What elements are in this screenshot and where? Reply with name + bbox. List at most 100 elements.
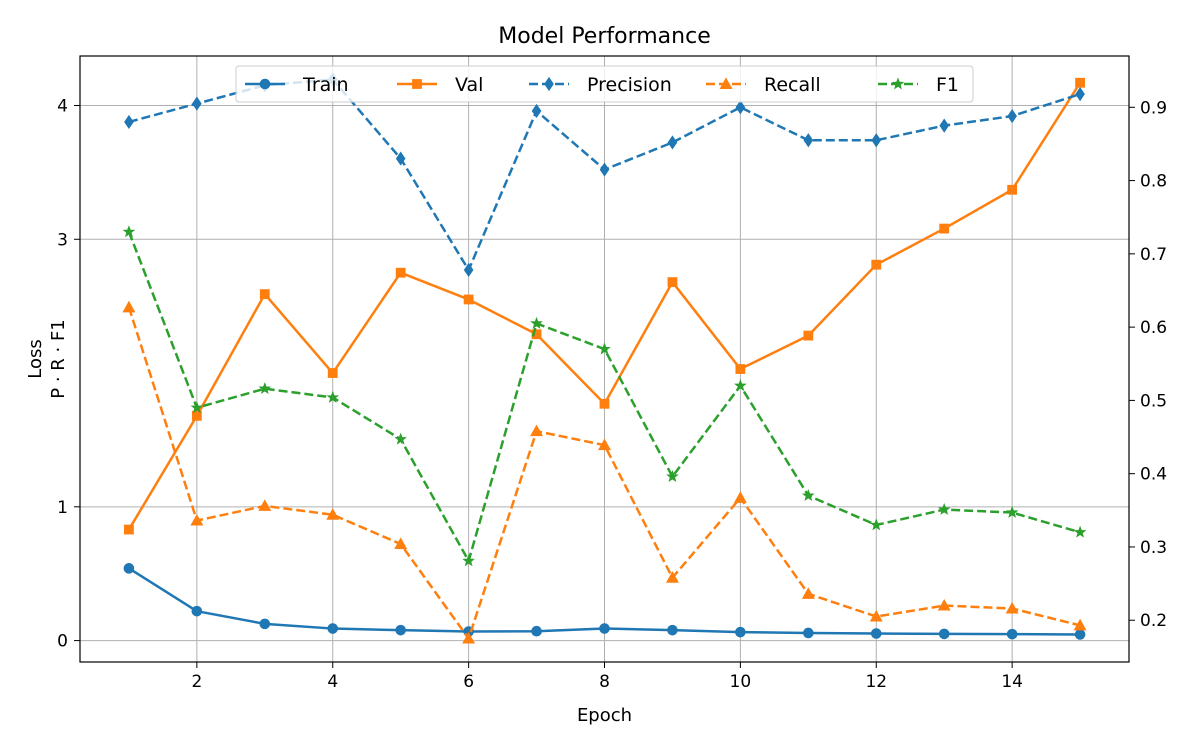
data-point-precision (1075, 87, 1085, 102)
y-right-tick-label: 0.2 (1140, 611, 1167, 631)
data-point-f1 (258, 382, 272, 395)
data-point-recall (326, 508, 340, 520)
x-tick-label: 14 (1001, 672, 1023, 692)
data-point-precision (735, 100, 746, 115)
series-recall (122, 300, 1087, 644)
data-point-val (395, 267, 406, 278)
y-right-tick-label: 0.7 (1140, 245, 1167, 265)
legend-box (235, 65, 974, 103)
x-tick-label: 12 (865, 672, 887, 692)
data-point-f1 (666, 469, 679, 482)
data-point-precision (531, 103, 542, 119)
series-train (123, 563, 1086, 640)
y-right-tick-label: 0.5 (1140, 391, 1167, 411)
axis-layer: 2 4 6 8 10 12 14 0 1 3 4 0.2 0.3 0.4 0.5 0.6 0.7 0.8 0.9 (57, 96, 1167, 692)
data-point-precision (599, 162, 610, 177)
legend-label: F1 (936, 74, 959, 96)
legend-marker (412, 79, 422, 89)
data-point-f1 (802, 489, 815, 502)
x-axis-label: Epoch (577, 705, 632, 726)
data-point-precision (395, 151, 406, 166)
data-point-val (531, 329, 542, 340)
data-point-precision (1007, 108, 1017, 124)
series-val (124, 77, 1085, 535)
data-point-f1 (394, 432, 407, 445)
x-tick-label: 6 (463, 672, 474, 692)
y-left-tick-label: 4 (57, 96, 68, 116)
data-point-f1 (869, 518, 883, 531)
y-axis-label-left: Loss (25, 339, 46, 378)
data-point-precision (667, 135, 678, 150)
legend-marker (891, 77, 905, 90)
legend: Train Val Precision Recall F1 (235, 65, 974, 103)
data-point-train (395, 624, 406, 636)
data-point-val (259, 289, 270, 300)
data-point-f1 (122, 225, 136, 238)
data-point-precision (124, 114, 134, 130)
legend-item-train: Train (245, 74, 349, 96)
data-point-train (1006, 628, 1018, 640)
data-point-train (1074, 629, 1086, 640)
data-point-f1 (462, 554, 475, 567)
data-point-precision (803, 133, 814, 148)
legend-marker (259, 78, 271, 90)
legend-label: Recall (764, 74, 821, 96)
data-point-val (463, 294, 474, 305)
grid-layer (80, 56, 1129, 662)
data-point-recall (937, 598, 951, 611)
data-point-val (124, 524, 134, 535)
data-point-train (531, 625, 542, 637)
x-tick-label: 2 (191, 672, 202, 692)
data-point-val (599, 398, 610, 409)
y-left-tick-label: 1 (57, 498, 68, 518)
data-point-val (871, 259, 882, 270)
data-point-f1 (326, 390, 340, 403)
data-point-recall (530, 424, 544, 437)
y-right-tick-label: 0.3 (1140, 538, 1167, 558)
series-f1 (122, 225, 1087, 567)
data-point-val (1075, 77, 1085, 88)
data-point-train (667, 624, 678, 636)
data-point-f1 (530, 316, 543, 329)
y-right-tick-label: 0.4 (1140, 465, 1167, 485)
data-point-recall (733, 491, 747, 503)
legend-marker (719, 77, 733, 89)
y-left-tick-label: 0 (57, 632, 68, 652)
data-point-f1 (734, 379, 747, 392)
data-point-recall (869, 609, 883, 622)
data-point-train (327, 623, 339, 634)
data-point-recall (394, 537, 408, 550)
data-point-train (938, 628, 950, 640)
data-point-train (259, 618, 271, 630)
x-tick-label: 8 (599, 672, 610, 692)
y-axis-label-right: P · R · F1 (48, 319, 69, 399)
data-point-val (327, 368, 338, 378)
x-tick-label: 10 (730, 672, 752, 692)
y-right-tick-label: 0.8 (1140, 172, 1167, 192)
data-point-train (735, 626, 746, 638)
legend-label: Val (455, 74, 483, 96)
y-left-tick-label: 3 (57, 230, 68, 250)
data-point-val (667, 277, 678, 287)
data-point-precision (939, 118, 950, 133)
data-point-val (1007, 184, 1018, 195)
data-point-f1 (1005, 505, 1019, 518)
data-point-train (191, 605, 203, 617)
data-point-recall (801, 587, 815, 599)
legend-label: Train (302, 74, 349, 96)
data-point-recall (665, 571, 679, 583)
data-point-recall (462, 631, 476, 644)
data-point-val (735, 364, 746, 374)
data-point-precision (192, 96, 202, 111)
data-point-recall (598, 438, 611, 451)
legend-item-val: Val (397, 74, 483, 96)
data-point-recall (190, 513, 204, 526)
data-point-f1 (190, 401, 204, 414)
data-point-val (939, 223, 950, 234)
data-point-train (870, 628, 882, 639)
data-point-precision (871, 133, 882, 148)
y-right-tick-label: 0.9 (1140, 98, 1167, 118)
data-point-val (803, 330, 814, 341)
